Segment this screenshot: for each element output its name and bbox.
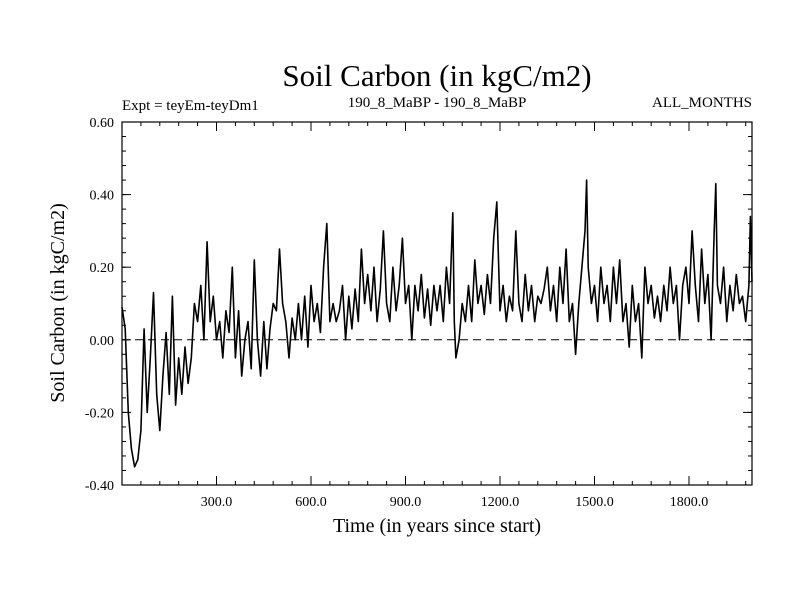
plot-frame xyxy=(121,121,753,486)
x-tick-label: 900.0 xyxy=(390,495,422,510)
chart-subtitle-right: ALL_MONTHS xyxy=(652,95,752,111)
x-tick-label: 1500.0 xyxy=(575,495,614,510)
y-tick-label: 0.00 xyxy=(90,334,115,349)
series-line-0 xyxy=(121,179,753,468)
y-tick-label: -0.20 xyxy=(85,406,114,421)
x-tick-label: 600.0 xyxy=(295,495,327,510)
x-tick-label: 300.0 xyxy=(201,495,233,510)
y-tick-label: -0.40 xyxy=(85,479,114,494)
y-tick-label: 0.20 xyxy=(90,261,115,276)
x-tick-label: 1800.0 xyxy=(670,495,709,510)
chart-subtitle-left: Expt = teyEm-teyDm1 xyxy=(122,98,259,114)
chart-subtitle-center: 190_8_MaBP - 190_8_MaBP xyxy=(348,95,527,111)
x-axis-label: Time (in years since start) xyxy=(333,515,541,537)
y-axis-label: Soil Carbon (in kgC/m2) xyxy=(47,203,69,402)
chart-title: Soil Carbon (in kgC/m2) xyxy=(282,58,591,93)
plot-area: -0.40 -0.20 0.00 0.20 0.40 0.60 300.0 600.0 900.… xyxy=(85,116,753,510)
y-tick-label: 0.40 xyxy=(90,189,115,204)
y-tick-label: 0.60 xyxy=(90,116,115,131)
x-tick-label: 1200.0 xyxy=(481,495,520,510)
